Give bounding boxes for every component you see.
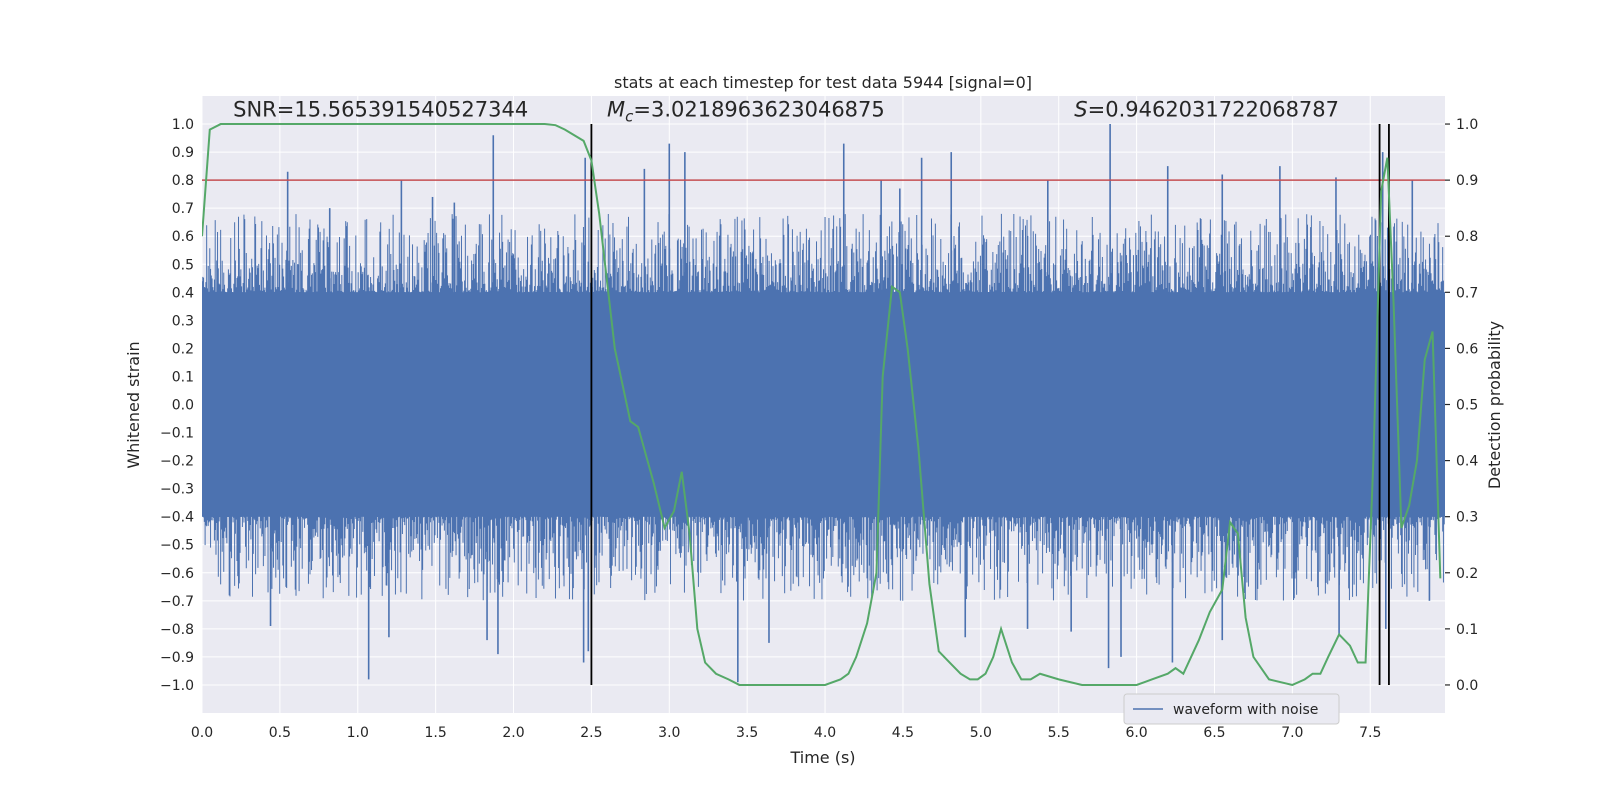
detection-probability-line bbox=[202, 123, 1442, 687]
y-tick-label: −1.0 bbox=[160, 678, 194, 694]
stat-annotation: S=0.9462031722068787 bbox=[1074, 97, 1339, 121]
y-tick-label: 0.6 bbox=[172, 229, 194, 245]
y-tick-label: 0.7 bbox=[172, 201, 194, 217]
y2-tick-label: 0.0 bbox=[1456, 678, 1478, 694]
x-tick-label: 2.5 bbox=[580, 725, 602, 741]
y-tick-label: −0.4 bbox=[160, 510, 194, 526]
legend: waveform with noise bbox=[1123, 693, 1340, 725]
y2-ticks: 0.0 0.1 0.2 0.3 0.4 0.5 0.6 0.7 0.8 0.9 1.0 bbox=[1445, 117, 1478, 694]
y-tick-label: −0.8 bbox=[160, 622, 194, 638]
x-tick-label: 5.0 bbox=[970, 725, 992, 741]
y2-tick-label: 0.1 bbox=[1456, 622, 1478, 638]
noise-band bbox=[202, 124, 1445, 683]
x-tick-label: 2.0 bbox=[502, 725, 524, 741]
y-tick-label: 0.0 bbox=[172, 398, 194, 414]
x-tick-label: 1.0 bbox=[347, 725, 369, 741]
y2-tick-label: 0.6 bbox=[1456, 341, 1478, 357]
legend-label: waveform with noise bbox=[1173, 702, 1318, 718]
y-tick-label: 0.5 bbox=[172, 257, 194, 273]
y-tick-label: 1.0 bbox=[172, 117, 194, 133]
y-tick-label: −0.1 bbox=[160, 426, 194, 442]
y2-tick-label: 0.9 bbox=[1456, 173, 1478, 189]
y2-tick-label: 0.4 bbox=[1456, 454, 1478, 470]
x-tick-label: 3.0 bbox=[658, 725, 680, 741]
y-axis-label: Whitened strain bbox=[124, 341, 143, 468]
y2-tick-label: 0.3 bbox=[1456, 510, 1478, 526]
x-ticks: 0.0 0.5 1.0 1.5 2.0 2.5 3.0 3.5 4.0 4.5 5.0 5.5 6.0 6… bbox=[191, 725, 1381, 741]
annotations: SNR=15.565391540527344 Mc=3.0218963623046… bbox=[233, 97, 1339, 125]
x-tick-label: 4.5 bbox=[892, 725, 914, 741]
y2-tick-label: 0.5 bbox=[1456, 398, 1478, 414]
x-tick-label: 4.0 bbox=[814, 725, 836, 741]
y-tick-label: 0.4 bbox=[172, 285, 194, 301]
y-tick-label: −0.3 bbox=[160, 482, 194, 498]
x-tick-label: 0.5 bbox=[269, 725, 291, 741]
y2-tick-label: 0.8 bbox=[1456, 229, 1478, 245]
y-tick-label: −0.6 bbox=[160, 566, 194, 582]
x-axis-label: Time (s) bbox=[789, 748, 855, 767]
x-tick-label: 0.0 bbox=[191, 725, 213, 741]
y-tick-label: 0.8 bbox=[172, 173, 194, 189]
y-tick-label: 0.9 bbox=[172, 145, 194, 161]
stat-annotation: Mc=3.0218963623046875 bbox=[607, 97, 885, 125]
x-tick-label: 6.0 bbox=[1125, 725, 1147, 741]
x-tick-label: 7.5 bbox=[1359, 725, 1381, 741]
y-tick-label: −0.7 bbox=[160, 594, 194, 610]
y-tick-label: 0.1 bbox=[172, 369, 194, 385]
x-tick-label: 3.5 bbox=[736, 725, 758, 741]
y-tick-label: 0.3 bbox=[172, 313, 194, 329]
noise-trace bbox=[202, 213, 1445, 601]
chart-title: stats at each timestep for test data 594… bbox=[614, 73, 1032, 92]
x-tick-label: 5.5 bbox=[1048, 725, 1070, 741]
x-tick-label: 7.0 bbox=[1281, 725, 1303, 741]
y2-tick-label: 1.0 bbox=[1456, 117, 1478, 133]
y-tick-label: −0.5 bbox=[160, 538, 194, 554]
x-tick-label: 6.5 bbox=[1203, 725, 1225, 741]
y-tick-label: −0.2 bbox=[160, 454, 194, 470]
y2-axis-label: Detection probability bbox=[1485, 321, 1504, 489]
y2-tick-label: 0.7 bbox=[1456, 285, 1478, 301]
y-ticks: −1.0 −0.9 −0.8 −0.7 −0.6 −0.5 −0.4 −0.3 −0.2 −0.1… bbox=[160, 117, 194, 694]
y-tick-label: −0.9 bbox=[160, 650, 194, 666]
legend-box bbox=[1123, 693, 1340, 725]
stat-annotation: SNR=15.565391540527344 bbox=[233, 97, 528, 121]
y2-tick-label: 0.2 bbox=[1456, 566, 1478, 582]
x-tick-label: 1.5 bbox=[425, 725, 447, 741]
probability-series bbox=[202, 123, 1442, 687]
y-tick-label: 0.2 bbox=[172, 341, 194, 357]
